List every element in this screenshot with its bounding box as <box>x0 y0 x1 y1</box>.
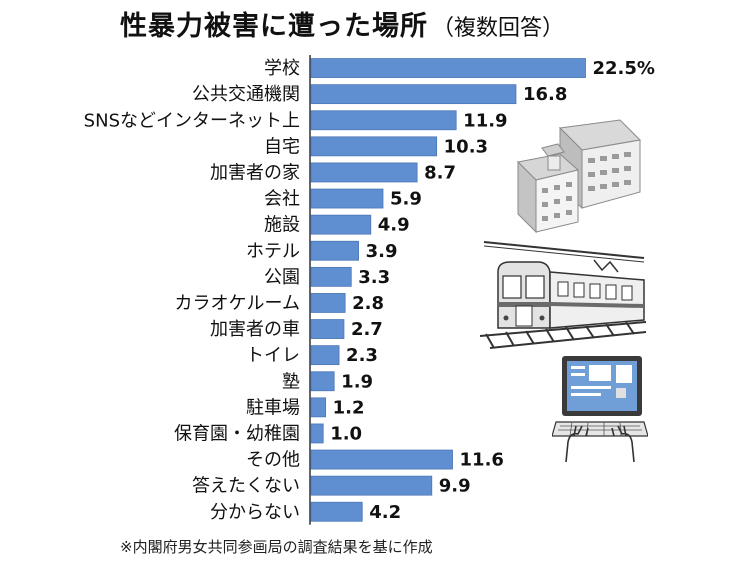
value-label: 22.5% <box>593 58 655 79</box>
bar <box>310 214 372 235</box>
category-label: カラオケルーム <box>175 293 300 314</box>
bar <box>310 345 340 366</box>
value-label: 5.9 <box>390 189 422 210</box>
value-label: 2.8 <box>352 293 384 314</box>
category-label: 公園 <box>264 267 300 288</box>
source-note: ※内閣府男女共同参画局の調査結果を基に作成 <box>120 538 433 556</box>
bar <box>310 188 384 209</box>
bar <box>310 423 324 444</box>
bar <box>310 475 433 496</box>
bar <box>310 136 438 157</box>
category-label: 会社 <box>264 189 300 210</box>
bar <box>310 162 418 183</box>
bars-layer: 学校 22.5% 公共交通機関 16.8 SNSなどインターネット上 11.9 自宅 10.3… <box>84 55 655 525</box>
value-label: 11.9 <box>463 110 507 131</box>
bar <box>310 319 345 339</box>
value-label: 3.3 <box>358 267 390 288</box>
value-label: 4.2 <box>369 502 401 523</box>
category-label: 塾 <box>282 370 300 392</box>
category-label: 答えたくない <box>192 476 300 497</box>
bar <box>310 266 352 287</box>
bar <box>310 449 453 470</box>
bar <box>310 501 363 522</box>
category-label: ホテル <box>246 241 300 262</box>
bar <box>310 371 335 392</box>
value-label: 4.9 <box>378 215 410 236</box>
school-building-icon <box>516 119 642 234</box>
laptop-icon <box>552 356 648 463</box>
value-label: 1.2 <box>333 397 365 418</box>
category-label: その他 <box>246 450 300 471</box>
value-label: 3.9 <box>366 241 398 262</box>
category-label: 加害者の車 <box>210 319 300 340</box>
value-label: 10.3 <box>444 136 488 157</box>
category-label: 公共交通機関 <box>192 84 300 105</box>
category-label: 分からない <box>210 502 300 523</box>
value-label: 8.7 <box>424 162 456 183</box>
category-label: 保育園・幼稚園 <box>174 423 300 444</box>
category-label: 駐車場 <box>246 397 300 418</box>
category-label: トイレ <box>246 345 300 366</box>
category-label: 自宅 <box>264 136 300 157</box>
title-subtitle: （複数回答） <box>432 16 565 41</box>
title-main: 性暴力被害に遭った場所 <box>120 11 428 42</box>
value-label: 9.9 <box>439 476 471 497</box>
bar <box>310 110 457 131</box>
chart-title: 性暴力被害に遭った場所 （複数回答） <box>120 4 564 53</box>
category-label: 施設 <box>264 215 300 236</box>
value-label: 2.3 <box>346 345 378 366</box>
value-label: 1.9 <box>341 371 373 392</box>
category-label: SNSなどインターネット上 <box>84 110 300 131</box>
category-label: 加害者の家 <box>210 162 300 183</box>
value-label: 16.8 <box>523 84 567 105</box>
value-label: 2.7 <box>351 319 383 340</box>
bar <box>310 240 359 261</box>
value-label: 11.6 <box>460 450 504 471</box>
bar <box>310 293 346 313</box>
bar <box>310 58 586 78</box>
train-icon <box>479 241 647 349</box>
value-label: 1.0 <box>330 423 362 444</box>
bar <box>310 84 517 105</box>
bar <box>310 397 327 418</box>
category-label: 学校 <box>264 58 300 79</box>
